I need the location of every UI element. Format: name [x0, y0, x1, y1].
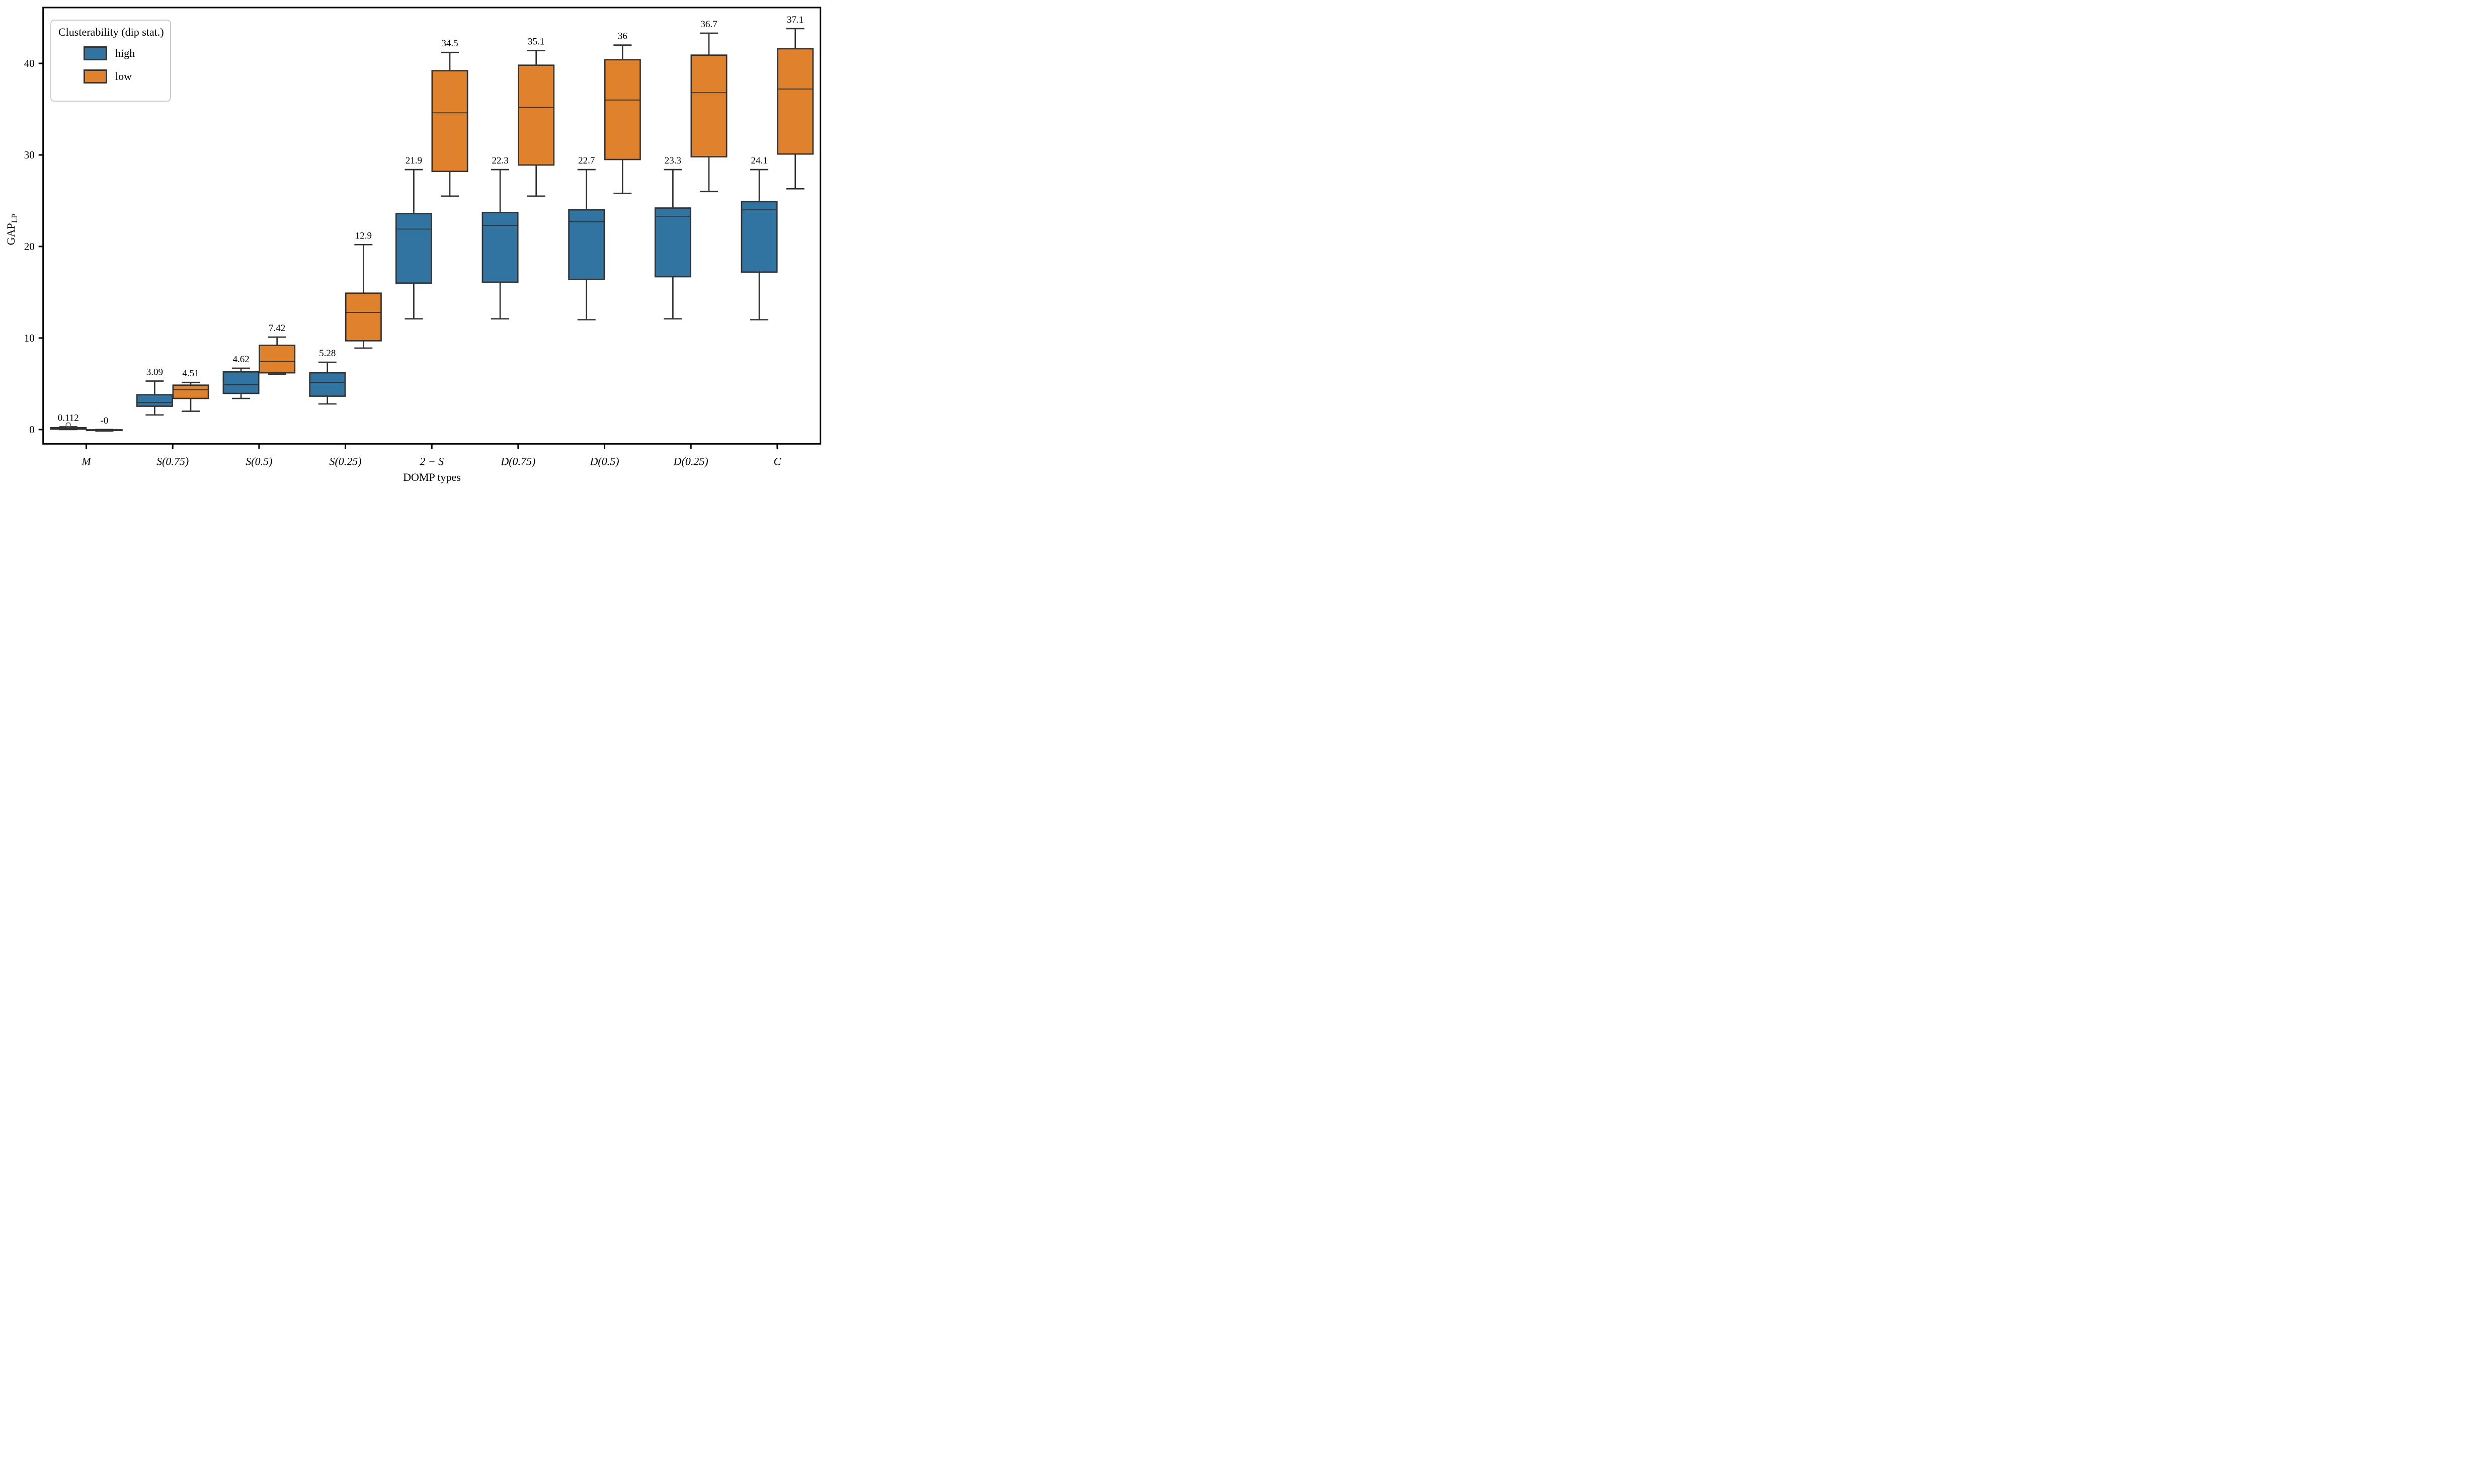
box-D0.25-high [654, 207, 691, 278]
x-tick-label: S(0.5) [246, 455, 272, 467]
annotation-2S-high: 21.9 [406, 155, 422, 166]
box-D0.5-low [604, 59, 641, 160]
box-S0.5-low [259, 345, 296, 374]
annotation-S0.75-low: 4.51 [182, 368, 199, 379]
box-2S-low [431, 70, 468, 173]
annotation-D0.25-low: 36.7 [700, 19, 717, 30]
box-S0.75-high [136, 394, 173, 407]
annotation-C-low: 37.1 [787, 15, 804, 25]
annotation-S0.25-high: 5.28 [319, 348, 336, 359]
y-axis-label-sub: LP [11, 213, 20, 223]
outlier-M-high [65, 422, 71, 428]
box-C-high [741, 201, 778, 273]
box-D0.75-low [518, 64, 555, 166]
y-tick-label: 0 [29, 424, 35, 436]
annotation-D0.5-high: 22.7 [578, 155, 595, 166]
x-tick-label: S(0.25) [329, 455, 361, 467]
x-tick-label: 2 − S [420, 455, 444, 467]
box-S0.5-high [222, 371, 260, 394]
annotation-C-high: 24.1 [751, 155, 767, 166]
annotation-S0.5-high: 4.62 [232, 354, 249, 365]
y-axis-label-main: GAP [4, 223, 17, 245]
legend-title: Clusterability (dip stat.) [58, 26, 164, 38]
y-tick-label: 20 [24, 240, 35, 253]
legend-item-high: high [84, 44, 164, 63]
annotation-S0.25-low: 12.9 [355, 230, 372, 241]
legend: Clusterability (dip stat.) high low [50, 20, 171, 102]
y-tick-label: 40 [24, 57, 35, 69]
legend-swatch-low-icon [84, 69, 107, 84]
legend-label-low: low [115, 70, 132, 83]
box-S0.25-high [309, 372, 346, 397]
box-S0.75-low [172, 384, 209, 399]
boxplot-figure: 0 10 20 30 40 M S(0.75) S(0.5) S(0.25) 2 − S D(0.7… [0, 0, 830, 494]
y-tick-label: 30 [24, 149, 35, 161]
annotation-D0.75-low: 35.1 [528, 37, 544, 47]
annotation-M-low: -0 [100, 416, 108, 426]
legend-swatch-high-icon [84, 46, 107, 60]
annotation-D0.5-low: 36 [618, 31, 627, 42]
y-tick-label: 10 [24, 332, 35, 344]
box-D0.75-high [481, 212, 519, 283]
x-tick-label: D(0.75) [500, 455, 535, 467]
legend-item-low: low [84, 67, 164, 86]
box-D0.25-low [690, 54, 728, 157]
plot-area: 0 10 20 30 40 M S(0.75) S(0.5) S(0.25) 2 − S D(0.7… [24, 7, 822, 467]
box-C-low [777, 48, 814, 155]
annotation-M-high: 0.112 [58, 413, 79, 423]
annotation-D0.25-high: 23.3 [665, 155, 681, 166]
annotation-S0.5-low: 7.42 [269, 323, 285, 334]
box-2S-high [395, 213, 432, 284]
x-axis-label: DOMP types [403, 471, 461, 483]
x-tick-label: S(0.75) [156, 455, 189, 467]
x-tick-label: M [81, 455, 92, 467]
box-S0.25-low [345, 292, 382, 342]
box-D0.5-high [568, 209, 605, 280]
x-tick-label: D(0.25) [673, 455, 708, 467]
x-tick-label: D(0.5) [590, 455, 619, 467]
annotation-2S-low: 34.5 [441, 38, 458, 49]
annotation-D0.75-high: 22.3 [492, 155, 508, 166]
annotation-S0.75-high: 3.09 [146, 367, 163, 377]
y-axis-label: GAPLP [5, 174, 20, 285]
x-tick-label: C [774, 455, 781, 467]
legend-label-high: high [115, 47, 135, 59]
